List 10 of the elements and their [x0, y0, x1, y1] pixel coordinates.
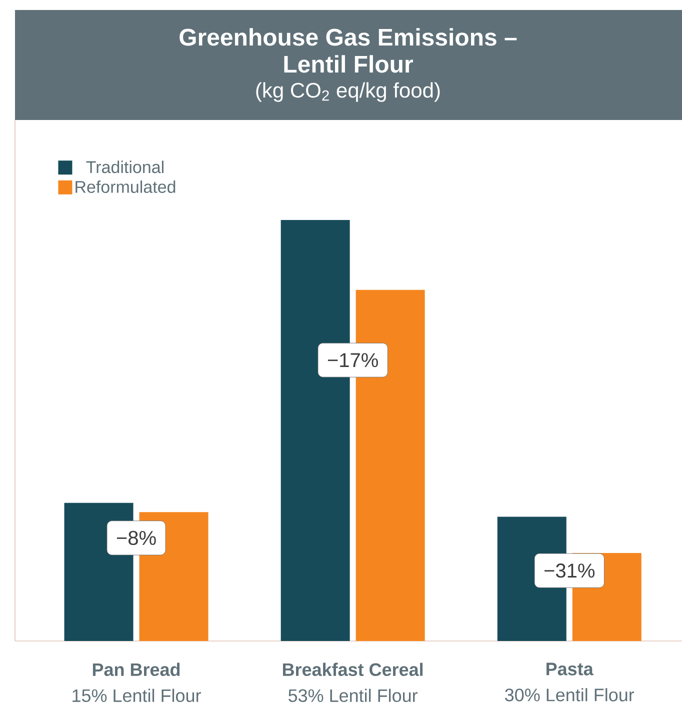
chart-subtitle: (kg CO$_{2}$ eq/kg food)	[256, 82, 440, 102]
x-tick-label: Breakfast Cereal 53% Lentil Flour	[282, 662, 423, 702]
x-tick-label: Pasta 30% Lentil Flour	[505, 662, 634, 702]
legend-label: Traditional	[86, 160, 164, 174]
annotation: −8%	[116, 530, 156, 546]
chart-title: Greenhouse Gas Emissions – Lentil Flour	[180, 28, 517, 73]
x-tick-label: Pan Bread 15% Lentil Flour	[72, 662, 201, 702]
legend-label: Reformulated	[76, 180, 176, 193]
annotation: −17%	[328, 353, 378, 368]
annotation: −31%	[544, 564, 595, 578]
